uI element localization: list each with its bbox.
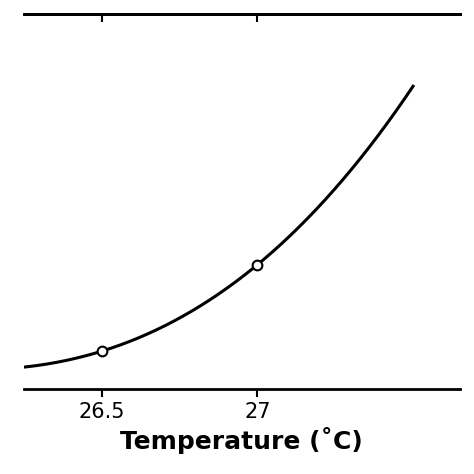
X-axis label: Temperature (˚C): Temperature (˚C) <box>120 428 363 455</box>
